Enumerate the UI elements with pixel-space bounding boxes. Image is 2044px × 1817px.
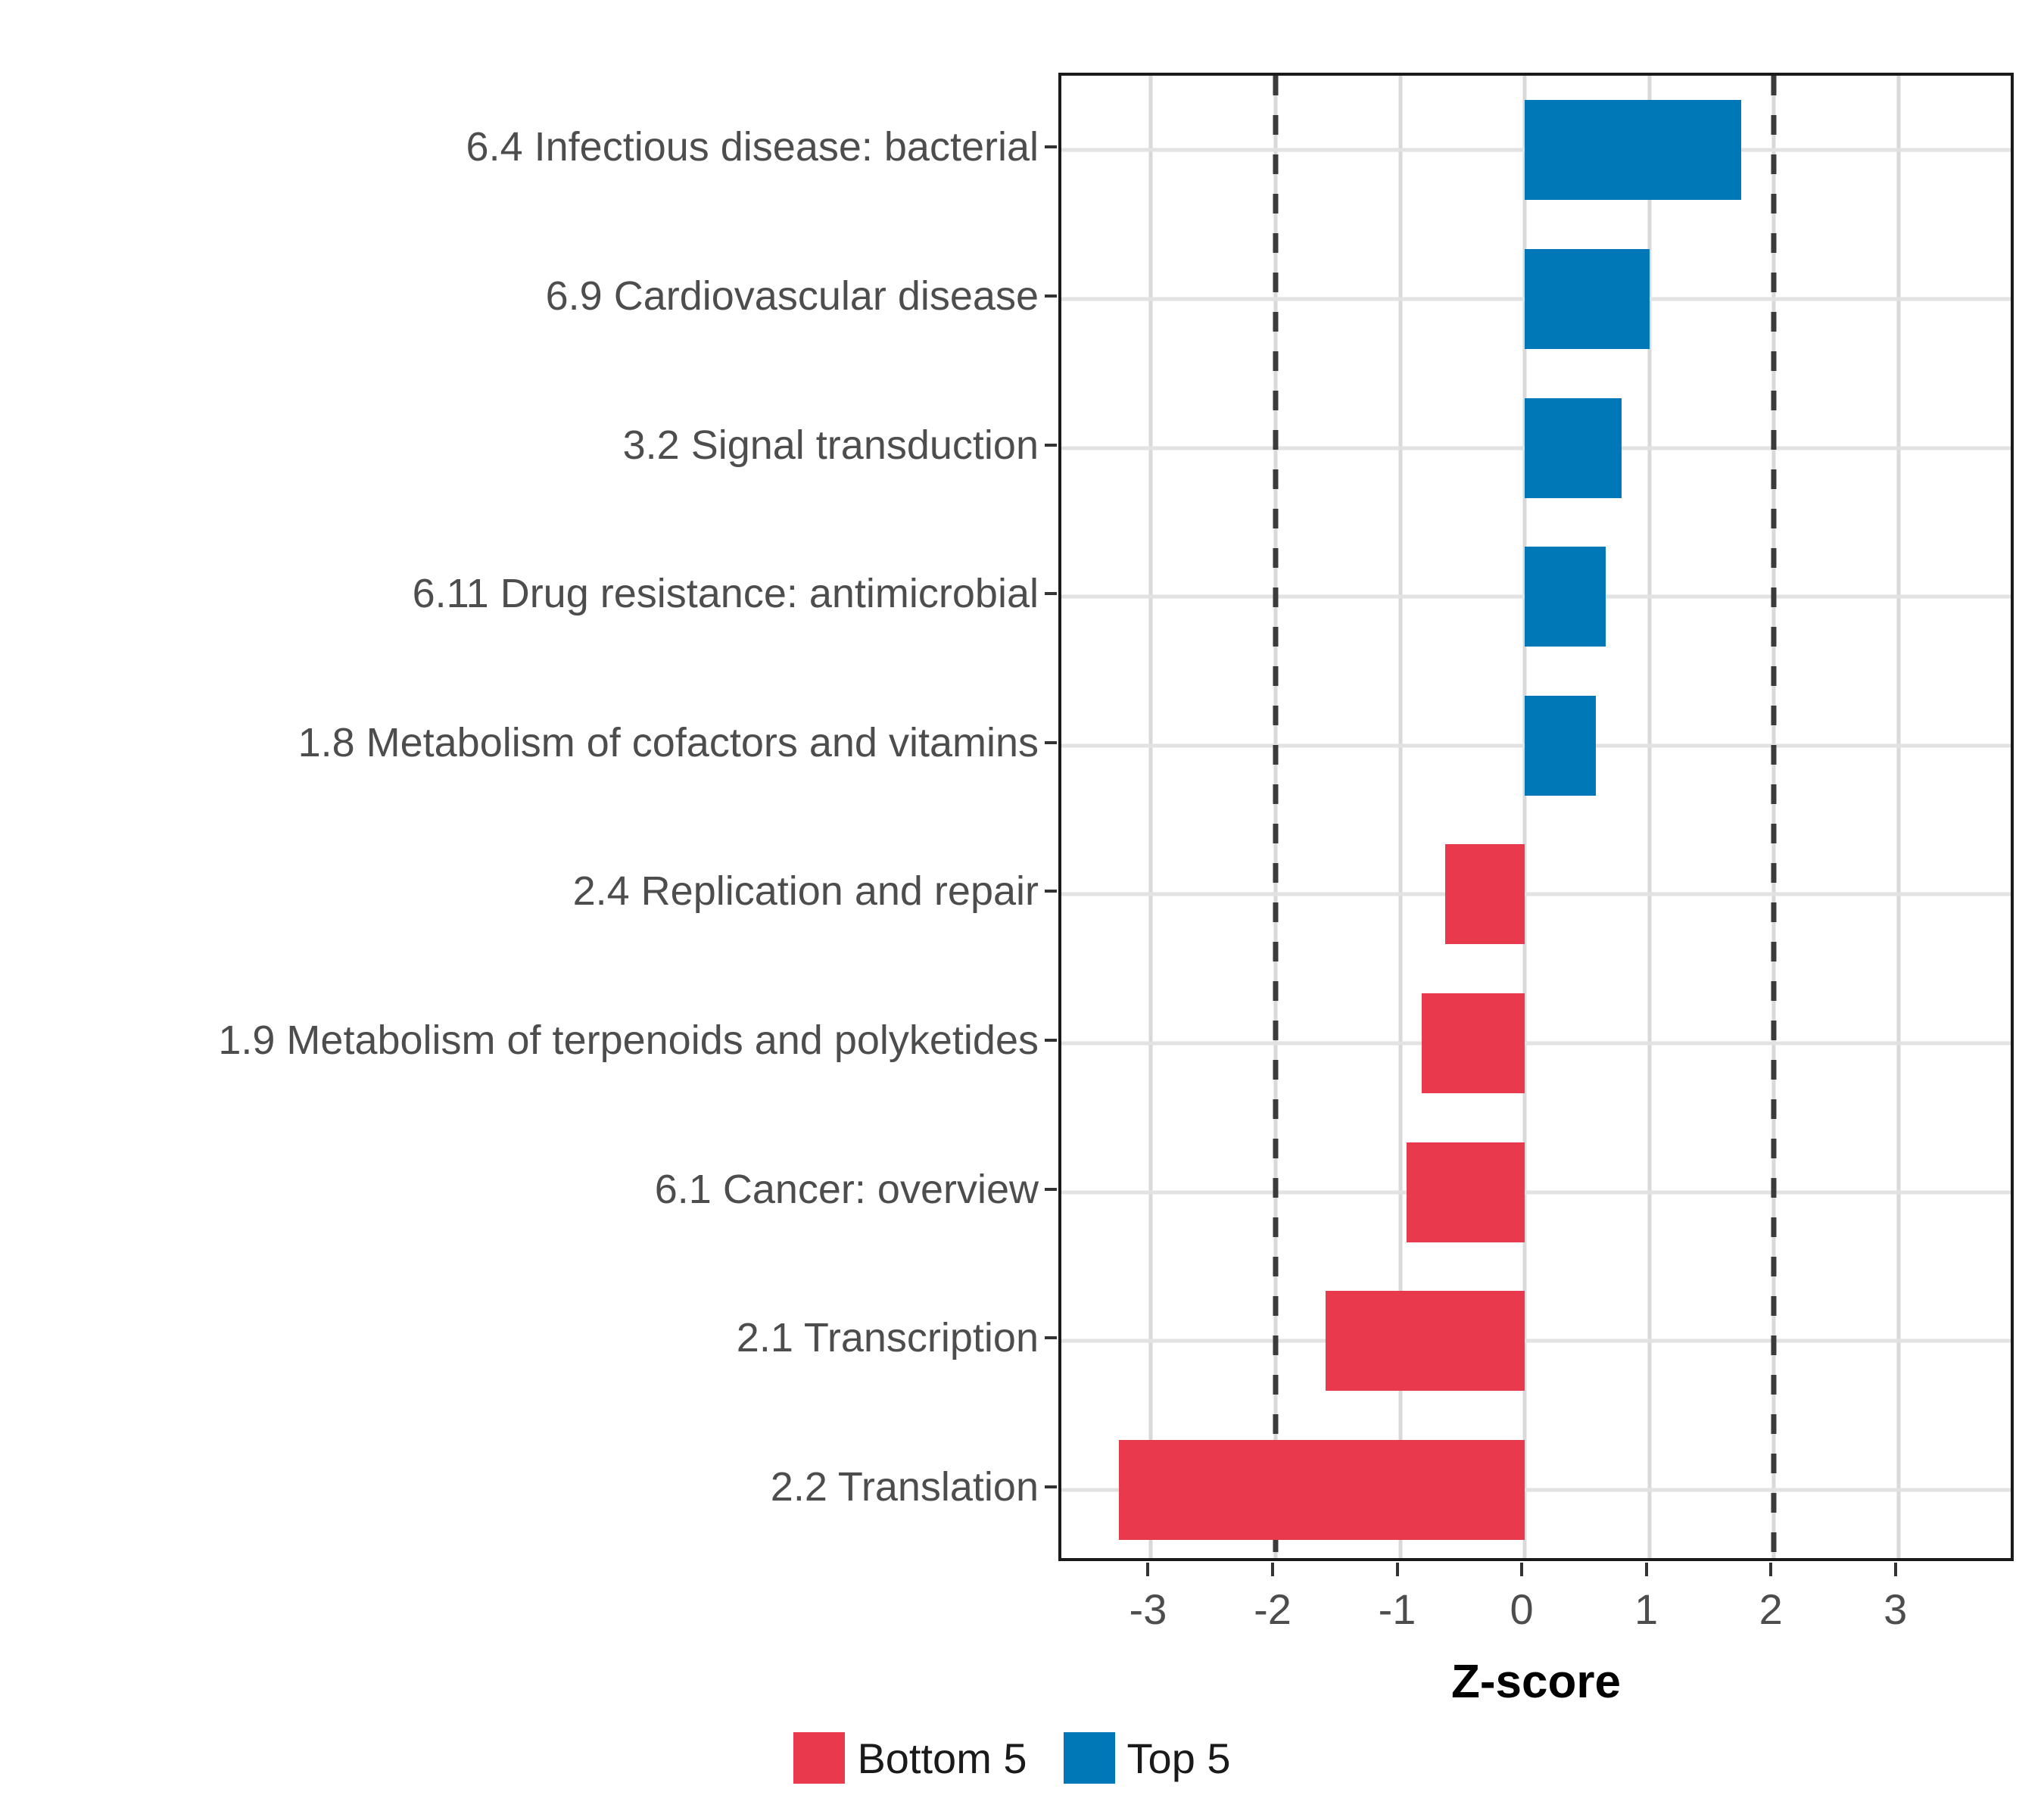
x-axis-tick-mark <box>1395 1563 1399 1576</box>
x-axis-tick-label-6: 2 <box>1759 1585 1783 1633</box>
y-axis-tick-label-4: 6.11 Drug resistance: antimicrobial <box>412 571 1039 617</box>
x-axis-tick-mark <box>1271 1563 1274 1576</box>
bar-7 <box>1421 993 1525 1093</box>
x-axis-tick-label-7: 3 <box>1884 1585 1908 1633</box>
y-axis-tick-mark <box>1045 1336 1057 1340</box>
x-axis-tick-mark <box>1769 1563 1773 1576</box>
y-axis-tick-mark <box>1045 145 1057 149</box>
bar-5 <box>1525 695 1596 796</box>
y-axis-tick-mark <box>1045 592 1057 596</box>
horizontal-gridline <box>1061 1339 2011 1343</box>
horizontal-gridline <box>1061 1488 2011 1492</box>
x-axis-tick-mark <box>1893 1563 1897 1576</box>
bar-8 <box>1406 1142 1525 1242</box>
reference-line <box>1771 76 1777 1558</box>
legend-label-1: Bottom 5 <box>857 1734 1027 1782</box>
horizontal-gridline <box>1061 1041 2011 1046</box>
y-axis-tick-label-7: 1.9 Metabolism of terpenoids and polyket… <box>218 1017 1039 1063</box>
y-axis-tick-label-6: 2.4 Replication and repair <box>572 868 1039 915</box>
bar-4 <box>1525 547 1606 647</box>
legend-label-2: Top 5 <box>1126 1734 1231 1782</box>
x-axis-tick-label-4: 0 <box>1510 1585 1534 1633</box>
x-axis-tick-label-1: -3 <box>1129 1585 1167 1633</box>
legend-swatch-1 <box>793 1732 846 1784</box>
plot-panel <box>1058 73 2014 1561</box>
y-axis-tick-label-3: 3.2 Signal transduction <box>622 422 1039 468</box>
horizontal-gridline <box>1061 1190 2011 1194</box>
y-axis-tick-label-2: 6.9 Cardiovascular disease <box>545 273 1039 319</box>
y-axis-tick-label-1: 6.4 Infectious disease: bacterial <box>466 124 1039 170</box>
bar-1 <box>1525 100 1742 201</box>
x-axis-title: Z-score <box>1451 1656 1621 1708</box>
legend-entry-2[interactable]: Top 5 <box>1063 1732 1231 1784</box>
horizontal-gridline <box>1061 892 2011 896</box>
bar-10 <box>1118 1439 1525 1540</box>
y-axis-tick-label-10: 2.2 Translation <box>770 1463 1039 1510</box>
bar-9 <box>1325 1291 1525 1392</box>
bar-6 <box>1444 844 1525 945</box>
y-axis-tick-mark <box>1045 1038 1057 1042</box>
y-axis-tick-mark <box>1045 1187 1057 1191</box>
legend: Bottom 5 Top 5 <box>0 1732 2044 1784</box>
y-axis-tick-mark <box>1045 1485 1057 1488</box>
vertical-gridline <box>1647 76 1652 1558</box>
reference-line <box>1273 76 1279 1558</box>
x-axis-tick-label-2: -2 <box>1254 1585 1292 1633</box>
y-axis-tick-label-9: 2.1 Transcription <box>736 1315 1039 1361</box>
x-axis-tick-mark <box>1520 1563 1524 1576</box>
y-axis-tick-mark <box>1045 294 1057 298</box>
y-axis-tick-mark <box>1045 890 1057 893</box>
x-axis-tick-label-5: 1 <box>1634 1585 1659 1633</box>
y-axis-tick-label-8: 6.1 Cancer: overview <box>654 1166 1039 1212</box>
x-axis-tick-label-3: -1 <box>1378 1585 1416 1633</box>
vertical-gridline <box>1148 76 1153 1558</box>
y-axis-tick-mark <box>1045 443 1057 447</box>
y-axis-tick-label-5: 1.8 Metabolism of cofactors and vitamins <box>298 719 1039 765</box>
bar-3 <box>1525 397 1622 498</box>
legend-swatch-2 <box>1063 1732 1115 1784</box>
x-axis-tick-mark <box>1644 1563 1648 1576</box>
vertical-gridline <box>1896 76 1901 1558</box>
vertical-gridline <box>1522 76 1527 1558</box>
x-axis-tick-mark <box>1146 1563 1150 1576</box>
vertical-gridline <box>1398 76 1403 1558</box>
bar-2 <box>1525 248 1650 349</box>
y-axis-tick-mark <box>1045 740 1057 744</box>
legend-entry-1[interactable]: Bottom 5 <box>793 1732 1027 1784</box>
